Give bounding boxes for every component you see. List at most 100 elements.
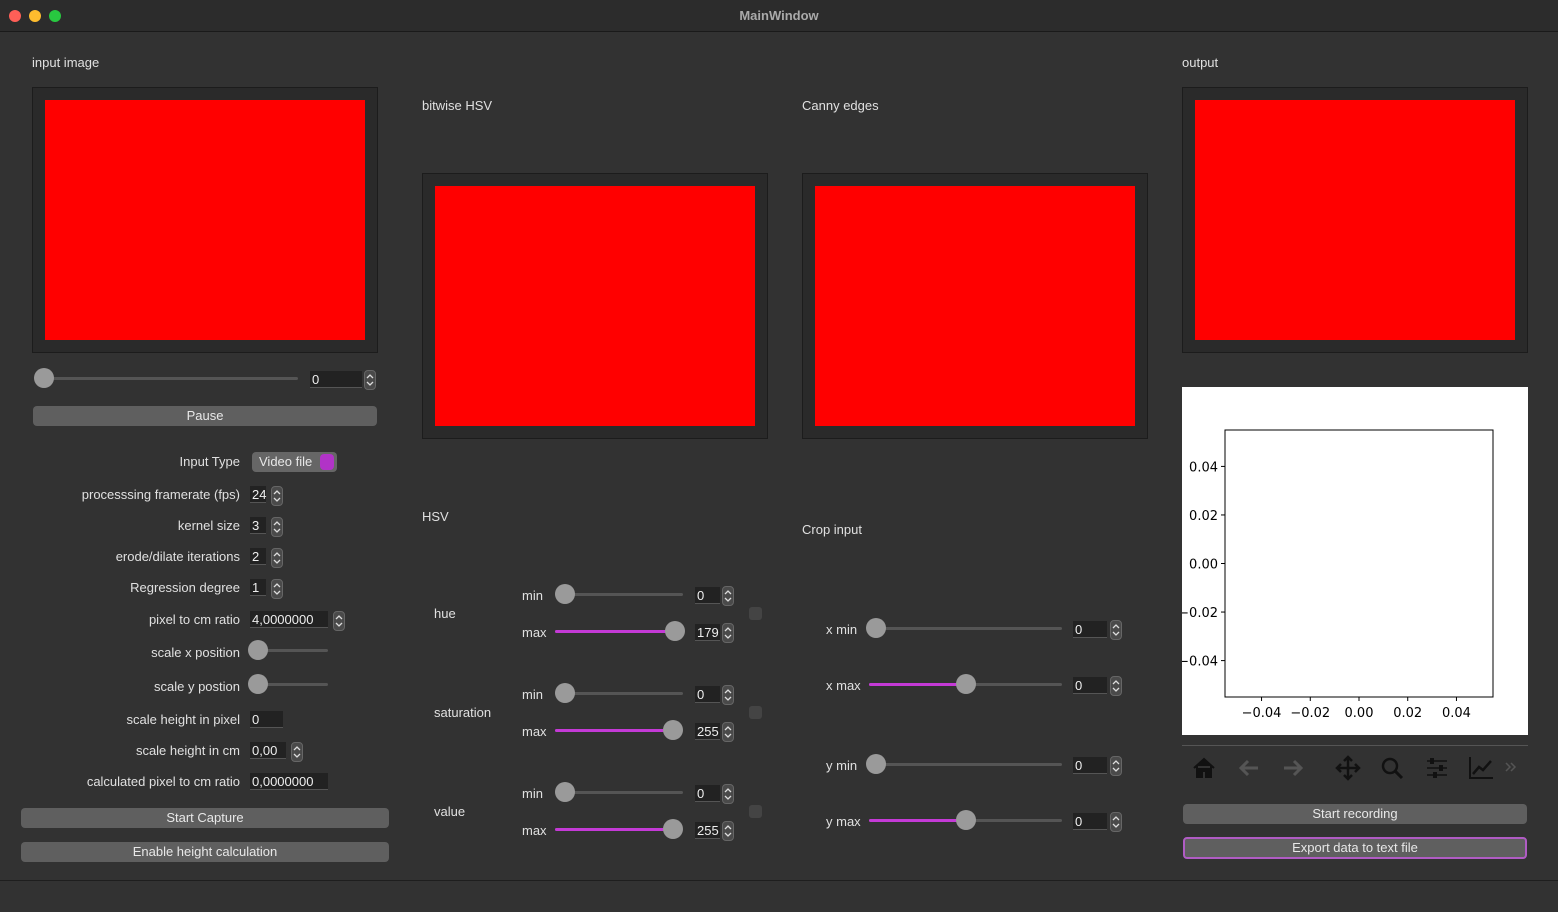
slider-track: [869, 627, 1062, 630]
setting-label: scale height in cm: [135, 743, 240, 758]
canny-image: [815, 186, 1135, 426]
panel-label: input image: [32, 55, 100, 70]
toolbar-icon[interactable]: [1335, 755, 1361, 781]
y-tick-label: −0.04: [1182, 655, 1218, 670]
button[interactable]: Export data to text file: [1183, 837, 1527, 859]
toolbar-icon[interactable]: [1424, 755, 1450, 781]
slider-handle[interactable]: [866, 618, 886, 638]
slider-handle[interactable]: [248, 674, 268, 694]
slider-handle[interactable]: [956, 810, 976, 830]
spin-box[interactable]: 0: [1073, 813, 1107, 830]
toolbar-icon[interactable]: [1236, 755, 1262, 781]
spin-box[interactable]: 0: [250, 711, 283, 728]
x-tick-label: −0.02: [1290, 706, 1330, 721]
spin-stepper[interactable]: [722, 784, 734, 804]
slider-fill: [555, 729, 673, 732]
spin-box[interactable]: 24: [250, 486, 267, 503]
spin-stepper[interactable]: [291, 742, 303, 762]
slider-handle[interactable]: [665, 621, 685, 641]
y-tick-label: 0.02: [1189, 509, 1218, 524]
checkbox[interactable]: [749, 607, 762, 620]
toolbar-icon[interactable]: [1504, 755, 1530, 781]
checkbox[interactable]: [749, 706, 762, 719]
x-tick-label: −0.04: [1242, 706, 1282, 721]
spin-box[interactable]: 0: [695, 686, 720, 703]
spin-stepper[interactable]: [271, 517, 283, 537]
spin-box[interactable]: 255: [695, 723, 720, 740]
slider-handle[interactable]: [956, 674, 976, 694]
spin-box[interactable]: 179: [695, 624, 720, 641]
spin-stepper[interactable]: [271, 548, 283, 568]
button[interactable]: Start Capture: [21, 808, 389, 828]
setting-label: scale height in pixel: [126, 712, 240, 727]
plot-canvas: −0.04 −0.02 0.00 0.02 0.04 −0.04 −0.02 0.00 0.02…: [1178, 387, 1528, 735]
setting-label: scale x position: [151, 645, 240, 660]
slider-track: [555, 593, 683, 596]
spin-stepper[interactable]: [1110, 812, 1122, 832]
slider-track: [555, 791, 683, 794]
spin-box[interactable]: 255: [695, 822, 720, 839]
spin-box[interactable]: 0: [310, 371, 362, 388]
spin-box[interactable]: 0,0000000: [250, 773, 328, 790]
button[interactable]: Start recording: [1183, 804, 1527, 824]
slider-handle[interactable]: [663, 819, 683, 839]
spin-box[interactable]: 0: [695, 587, 720, 604]
crop-label: x max: [826, 678, 861, 693]
spin-stepper[interactable]: [271, 486, 283, 506]
spin-box[interactable]: 1: [250, 579, 266, 596]
close-button[interactable]: [9, 10, 21, 22]
spin-stepper[interactable]: [722, 722, 734, 742]
slider-track: [869, 763, 1062, 766]
pause-button[interactable]: Pause: [33, 406, 377, 426]
spin-box[interactable]: 0: [1073, 757, 1107, 774]
x-tick-label: 0.00: [1345, 706, 1374, 721]
button[interactable]: Enable height calculation: [21, 842, 389, 862]
spin-box[interactable]: 4,0000000: [250, 611, 328, 628]
slider-handle[interactable]: [34, 368, 54, 388]
spin-stepper[interactable]: [722, 821, 734, 841]
spin-stepper[interactable]: [1110, 620, 1122, 640]
slider-fill: [555, 630, 675, 633]
setting-label: Regression degree: [130, 580, 240, 595]
spin-stepper[interactable]: [722, 623, 734, 643]
toolbar-icon[interactable]: [1191, 755, 1217, 781]
y-tick-label: −0.02: [1182, 606, 1218, 621]
slider-track: [258, 683, 328, 686]
window-title: MainWindow: [739, 8, 819, 23]
spin-box[interactable]: 2: [250, 548, 266, 565]
slider-handle[interactable]: [866, 754, 886, 774]
max-label: max: [522, 625, 547, 640]
slider-handle[interactable]: [248, 640, 268, 660]
slider-handle[interactable]: [663, 720, 683, 740]
checkbox[interactable]: [749, 805, 762, 818]
crop-label: y min: [826, 758, 858, 773]
minimize-button[interactable]: [29, 10, 41, 22]
spin-stepper[interactable]: [333, 611, 345, 631]
slider-handle[interactable]: [555, 683, 575, 703]
slider-handle[interactable]: [555, 782, 575, 802]
spin-stepper[interactable]: [1110, 756, 1122, 776]
spin-stepper[interactable]: [722, 685, 734, 705]
spin-stepper[interactable]: [722, 586, 734, 606]
combo-arrow[interactable]: [320, 454, 334, 470]
spin-stepper[interactable]: [1110, 676, 1122, 696]
spin-stepper[interactable]: [364, 370, 376, 390]
toolbar-icon[interactable]: [1280, 755, 1306, 781]
spin-box[interactable]: 0: [1073, 677, 1107, 694]
y-tick-label: 0.00: [1189, 558, 1218, 573]
zoom-button[interactable]: [49, 10, 61, 22]
spin-box[interactable]: 0,00: [250, 742, 286, 759]
slider-track: [44, 377, 298, 380]
toolbar-icon[interactable]: [1379, 755, 1405, 781]
spin-stepper[interactable]: [271, 579, 283, 599]
setting-label: scale y postion: [154, 679, 240, 694]
slider-handle[interactable]: [555, 584, 575, 604]
combo-box[interactable]: Video file: [252, 452, 337, 472]
spin-box[interactable]: 3: [250, 517, 266, 534]
min-label: min: [522, 786, 543, 801]
toolbar-icon[interactable]: [1468, 755, 1494, 781]
spin-box[interactable]: 0: [1073, 621, 1107, 638]
spin-box[interactable]: 0: [695, 785, 720, 802]
slider-fill: [869, 819, 966, 822]
